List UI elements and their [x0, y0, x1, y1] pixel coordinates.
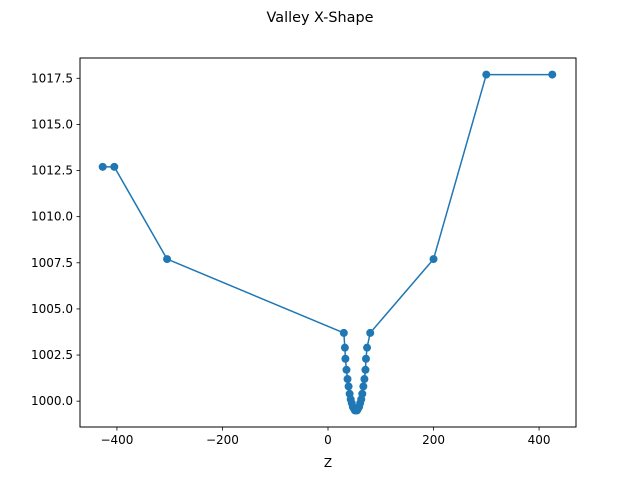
- x-axis-label: Z: [324, 456, 332, 470]
- data-point: [339, 328, 348, 337]
- data-point: [361, 365, 370, 374]
- y-tick-label: 1017.5: [31, 71, 73, 85]
- x-tick-label: 0: [324, 433, 332, 447]
- x-tick-label: −200: [206, 433, 239, 447]
- data-point: [361, 354, 370, 363]
- y-axis: 1000.0 1002.5 1005.0 1007.5 1010.0 1012.5 1015…: [31, 71, 80, 408]
- data-point: [340, 343, 349, 352]
- y-tick-label: 1012.5: [31, 164, 73, 178]
- y-tick-label: 1015.0: [31, 117, 73, 131]
- data-point: [429, 255, 438, 264]
- data-point: [359, 382, 368, 391]
- plot-area: [98, 70, 557, 415]
- data-point: [343, 375, 352, 384]
- data-point: [344, 382, 353, 391]
- y-tick-label: 1005.0: [31, 302, 73, 316]
- x-tick-label: 400: [528, 433, 551, 447]
- y-tick-label: 1010.0: [31, 210, 73, 224]
- y-tick-label: 1007.5: [31, 256, 73, 270]
- data-point: [548, 70, 557, 79]
- x-tick-label: −400: [100, 433, 133, 447]
- y-tick-label: 1002.5: [31, 348, 73, 362]
- data-point: [110, 162, 119, 171]
- data-point: [342, 365, 351, 374]
- x-tick-label: 200: [422, 433, 445, 447]
- data-point: [482, 70, 491, 79]
- chart-title: Valley X-Shape: [267, 10, 374, 26]
- data-point: [363, 343, 372, 352]
- data-point: [360, 375, 369, 384]
- data-point: [341, 354, 350, 363]
- y-tick-label: 1000.0: [31, 394, 73, 408]
- x-axis: −400 −200 0 200 400: [100, 427, 551, 447]
- data-point: [366, 328, 375, 337]
- data-point: [358, 389, 367, 398]
- axes-frame: [79, 57, 577, 428]
- data-point: [163, 255, 172, 264]
- data-point: [98, 162, 107, 171]
